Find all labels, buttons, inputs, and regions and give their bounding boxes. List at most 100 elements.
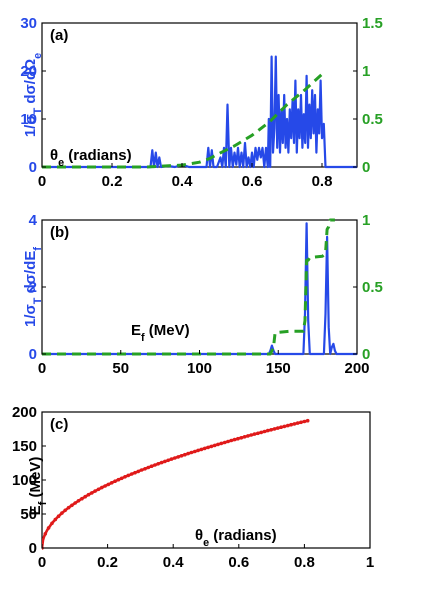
y-axis-title: 1/σT dσ/dΩe bbox=[22, 53, 44, 137]
panel-a: 0 0.2 0.4 0.6 0.8 0 10 20 30 0 0.5 1 1.5 (a) 1/σT dσ/d… bbox=[20, 15, 383, 190]
data-point bbox=[302, 419, 307, 424]
y-axis-title: Ef (MeV) bbox=[27, 457, 49, 516]
data-point bbox=[286, 423, 290, 428]
data-point bbox=[202, 446, 207, 451]
data-point bbox=[239, 436, 244, 440]
x-tick-label: 1 bbox=[366, 554, 374, 571]
data-point bbox=[116, 477, 121, 482]
y-tick-label: 2 bbox=[29, 279, 37, 296]
x-tick-label: 100 bbox=[187, 360, 212, 377]
data-point bbox=[229, 438, 234, 443]
x-tick-label: 0 bbox=[38, 173, 46, 190]
data-point bbox=[256, 431, 260, 436]
y-tick-label: 50 bbox=[20, 506, 37, 523]
data-point bbox=[282, 424, 287, 429]
data-point bbox=[113, 479, 117, 484]
data-point bbox=[176, 455, 180, 459]
x-tick-label: 0 bbox=[38, 554, 46, 571]
data-point bbox=[222, 440, 227, 445]
data-point bbox=[279, 425, 283, 430]
data-point bbox=[249, 433, 253, 437]
x-axis-title: θe (radians) bbox=[50, 147, 132, 169]
data-point bbox=[272, 427, 277, 431]
data-point bbox=[189, 450, 194, 455]
y-axis-title: 1/σT dσ/dEf bbox=[22, 247, 44, 327]
data-point bbox=[219, 441, 224, 446]
data-point bbox=[299, 420, 303, 425]
data-point bbox=[242, 435, 247, 439]
data-point bbox=[143, 467, 147, 471]
green-cumulative-line bbox=[42, 69, 327, 169]
data-point bbox=[216, 442, 220, 447]
data-point bbox=[153, 463, 157, 467]
y-tick-label: 30 bbox=[20, 15, 37, 32]
data-point bbox=[96, 487, 101, 492]
y-tick-label: 0 bbox=[29, 540, 37, 557]
data-point bbox=[276, 426, 280, 430]
data-point bbox=[83, 494, 87, 499]
data-point bbox=[43, 532, 48, 536]
data-point bbox=[206, 445, 210, 450]
data-point bbox=[86, 492, 91, 497]
data-point bbox=[66, 505, 71, 510]
data-point bbox=[262, 429, 267, 434]
data-point bbox=[119, 476, 124, 481]
data-point bbox=[139, 468, 144, 472]
data-point bbox=[70, 503, 74, 508]
data-point bbox=[226, 439, 230, 444]
y2-tick-label: 0 bbox=[362, 346, 370, 363]
data-point bbox=[133, 470, 137, 475]
data-point bbox=[173, 456, 177, 460]
x-axis-title: Ef (MeV) bbox=[131, 322, 190, 344]
x-tick-label: 0.6 bbox=[228, 554, 249, 571]
plot-frame bbox=[41, 411, 371, 549]
y2-tick-label: 0 bbox=[362, 159, 370, 176]
data-point bbox=[212, 443, 217, 448]
data-point bbox=[80, 496, 84, 501]
x-tick-label: 150 bbox=[266, 360, 291, 377]
y-tick-label: 0 bbox=[29, 159, 37, 176]
data-point bbox=[196, 448, 200, 453]
data-point bbox=[109, 481, 114, 485]
data-point bbox=[305, 418, 310, 423]
data-point bbox=[163, 459, 167, 464]
series-group bbox=[42, 418, 310, 550]
y-tick-label: 10 bbox=[20, 111, 37, 128]
x-tick-label: 0.4 bbox=[163, 554, 185, 571]
y-tick-label: 20 bbox=[20, 63, 37, 80]
data-point bbox=[146, 465, 151, 470]
data-point bbox=[193, 449, 197, 454]
x-tick-label: 0.2 bbox=[102, 173, 123, 190]
data-point bbox=[50, 521, 54, 526]
data-point bbox=[76, 499, 81, 503]
x-tick-label: 0.4 bbox=[172, 173, 194, 190]
data-point bbox=[246, 434, 250, 438]
data-point bbox=[90, 491, 94, 495]
data-point bbox=[103, 484, 107, 488]
data-point bbox=[93, 489, 97, 493]
data-point bbox=[126, 473, 131, 478]
blue-distribution-line bbox=[42, 55, 357, 169]
ticks-group: 0 0.2 0.4 0.6 0.8 0 10 20 30 0 0.5 1 1.5 bbox=[20, 15, 383, 190]
y2-tick-label: 0.5 bbox=[362, 111, 383, 128]
x-tick-label: 0.8 bbox=[294, 554, 315, 571]
data-point bbox=[100, 485, 104, 490]
data-point bbox=[166, 458, 170, 463]
panel-label: (b) bbox=[50, 224, 69, 241]
y2-tick-label: 1 bbox=[362, 212, 370, 229]
data-point bbox=[60, 511, 64, 515]
data-point bbox=[123, 475, 127, 479]
data-point bbox=[129, 472, 134, 476]
data-point bbox=[199, 447, 204, 452]
x-tick-label: 50 bbox=[112, 360, 129, 377]
data-point bbox=[259, 430, 264, 435]
data-point bbox=[236, 436, 240, 441]
y2-tick-label: 1.5 bbox=[362, 15, 383, 32]
panel-label: (c) bbox=[50, 416, 68, 433]
data-point bbox=[136, 469, 141, 474]
data-point bbox=[292, 422, 297, 426]
y-tick-label: 4 bbox=[29, 212, 38, 229]
